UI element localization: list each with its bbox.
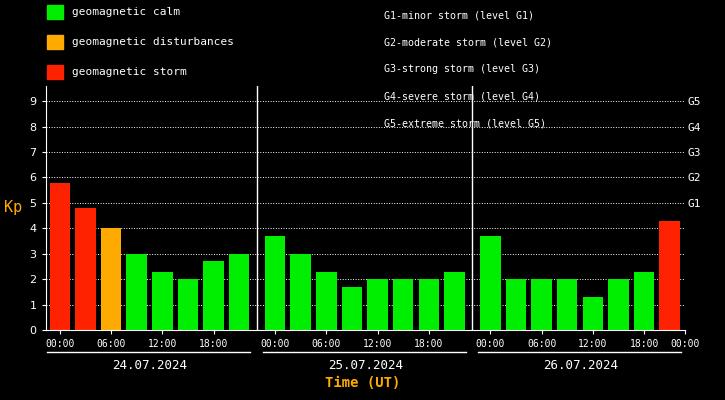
Bar bbox=[178, 279, 198, 330]
Bar bbox=[101, 228, 121, 330]
Bar bbox=[608, 279, 629, 330]
Text: 25.07.2024: 25.07.2024 bbox=[328, 359, 403, 372]
Text: G3-strong storm (level G3): G3-strong storm (level G3) bbox=[384, 64, 540, 74]
Text: 24.07.2024: 24.07.2024 bbox=[112, 359, 187, 372]
Text: geomagnetic calm: geomagnetic calm bbox=[72, 7, 180, 17]
Bar bbox=[126, 254, 147, 330]
Bar bbox=[75, 208, 96, 330]
Text: Time (UT): Time (UT) bbox=[325, 376, 400, 390]
Bar bbox=[393, 279, 413, 330]
Bar bbox=[418, 279, 439, 330]
Text: 26.07.2024: 26.07.2024 bbox=[544, 359, 618, 372]
Bar bbox=[506, 279, 526, 330]
Bar bbox=[49, 182, 70, 330]
Bar bbox=[291, 254, 311, 330]
Bar bbox=[368, 279, 388, 330]
Text: G5-extreme storm (level G5): G5-extreme storm (level G5) bbox=[384, 119, 546, 129]
Bar bbox=[583, 297, 603, 330]
Bar bbox=[660, 221, 680, 330]
Bar bbox=[444, 272, 465, 330]
Text: G1-minor storm (level G1): G1-minor storm (level G1) bbox=[384, 10, 534, 20]
Text: G2-moderate storm (level G2): G2-moderate storm (level G2) bbox=[384, 37, 552, 47]
Text: G4-severe storm (level G4): G4-severe storm (level G4) bbox=[384, 92, 540, 102]
Text: geomagnetic disturbances: geomagnetic disturbances bbox=[72, 37, 233, 47]
Bar bbox=[152, 272, 173, 330]
Bar bbox=[229, 254, 249, 330]
Bar bbox=[316, 272, 336, 330]
Bar bbox=[480, 236, 500, 330]
Text: geomagnetic storm: geomagnetic storm bbox=[72, 67, 186, 77]
Y-axis label: Kp: Kp bbox=[4, 200, 22, 216]
Bar bbox=[634, 272, 655, 330]
Bar bbox=[557, 279, 578, 330]
Bar bbox=[341, 287, 362, 330]
Bar bbox=[265, 236, 286, 330]
Bar bbox=[531, 279, 552, 330]
Bar bbox=[203, 261, 224, 330]
